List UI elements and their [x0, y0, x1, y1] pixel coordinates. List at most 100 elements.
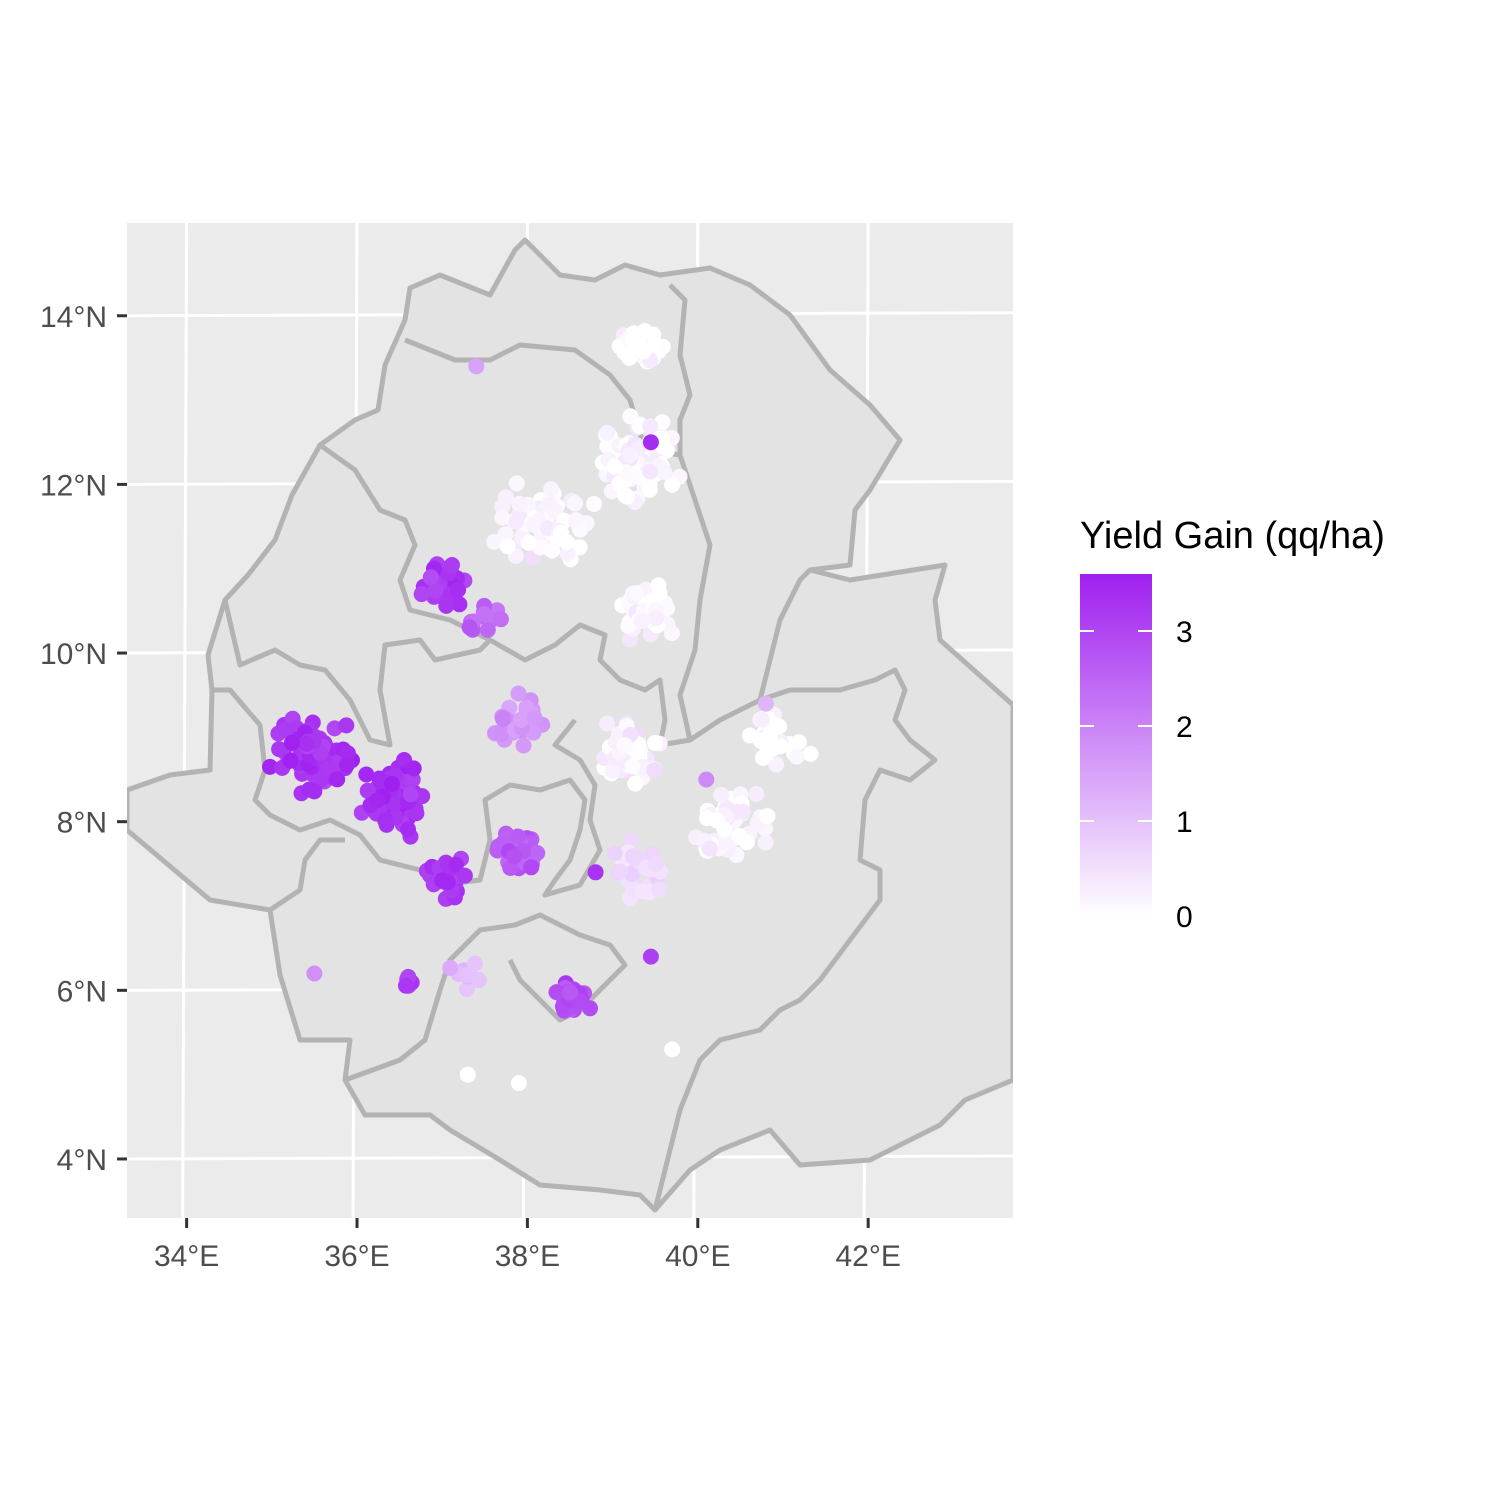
- yield-point: [358, 766, 375, 783]
- yield-point: [571, 539, 588, 556]
- yield-point: [717, 834, 734, 851]
- yield-point: [512, 711, 529, 728]
- yield-point: [444, 557, 460, 573]
- x-tick-label: 34°E: [154, 1240, 219, 1273]
- y-tick-label: 8°N: [57, 807, 107, 840]
- yield-point: [450, 581, 467, 598]
- yield-point: [529, 845, 546, 861]
- yield-point: [499, 538, 516, 555]
- yield-point: [271, 741, 288, 758]
- yield-point: [648, 610, 664, 627]
- yield-point: [398, 977, 414, 994]
- axis-ticks: [117, 314, 870, 1228]
- yield-point: [618, 488, 635, 505]
- yield-point: [427, 582, 444, 599]
- yield-point: [378, 816, 395, 833]
- yield-point: [768, 756, 785, 773]
- yield-point: [320, 761, 337, 777]
- yield-point: [459, 1066, 476, 1083]
- yield-point: [616, 737, 633, 754]
- yield-point: [312, 744, 329, 761]
- yield-point: [757, 834, 774, 851]
- legend-ticks: 0 1 2 3: [1080, 616, 1193, 934]
- x-tick-label: 38°E: [495, 1240, 560, 1273]
- yield-point: [383, 775, 400, 792]
- yield-point: [400, 821, 416, 838]
- yield-point: [486, 533, 503, 550]
- yield-point: [559, 545, 576, 562]
- yield-point: [754, 749, 771, 766]
- x-tick-label: 36°E: [324, 1240, 389, 1273]
- yield-point: [604, 762, 621, 779]
- yield-point: [626, 848, 643, 865]
- yield-point: [552, 525, 569, 541]
- yield-point: [329, 771, 346, 788]
- y-tick-label: 4°N: [57, 1144, 107, 1177]
- yield-point: [636, 323, 653, 339]
- yield-point: [339, 745, 356, 762]
- boundary-east: [652, 667, 938, 1211]
- x-axis-tick-labels: 34°E 36°E 38°E 40°E 42°E: [154, 1240, 901, 1273]
- yield-point: [494, 509, 511, 526]
- yield-point: [525, 516, 542, 533]
- yield-point: [587, 864, 604, 881]
- yield-point: [698, 771, 715, 788]
- yield-point: [606, 458, 623, 475]
- boundary-east-inner: [757, 568, 812, 701]
- yield-point: [493, 725, 510, 742]
- yield-point: [510, 1075, 527, 1092]
- yield-point: [448, 856, 464, 873]
- yield-point: [479, 621, 496, 638]
- yield-point: [646, 762, 663, 779]
- boundary-south: [344, 912, 628, 1083]
- yield-point: [510, 685, 527, 702]
- yield-point: [509, 828, 526, 845]
- x-tick-label: 40°E: [665, 1240, 730, 1273]
- yield-point: [523, 859, 540, 876]
- yield-point: [625, 331, 641, 347]
- yield-point: [306, 965, 323, 982]
- y-axis-tick-labels: 4°N 6°N 8°N 10°N 12°N 14°N: [40, 301, 107, 1177]
- yield-point: [298, 735, 315, 752]
- yield-point: [754, 711, 770, 728]
- yield-point: [606, 845, 623, 862]
- boundary-southwest: [268, 837, 345, 913]
- yield-point: [641, 481, 658, 498]
- legend-label: 0: [1176, 901, 1193, 934]
- yield-point: [622, 447, 639, 464]
- yield-point: [405, 760, 422, 777]
- yield-point: [647, 856, 664, 873]
- yield-point: [633, 613, 650, 629]
- yield-point: [566, 495, 583, 512]
- yield-point: [422, 569, 439, 586]
- yield-point: [338, 717, 355, 734]
- yield-point: [442, 959, 459, 976]
- yield-point: [402, 786, 419, 803]
- yield-point: [708, 812, 725, 829]
- yield-point: [506, 848, 522, 865]
- yield-point: [497, 526, 514, 543]
- legend-title: Yield Gain (qq/ha): [1080, 515, 1385, 557]
- yield-point: [624, 758, 641, 775]
- legend: Yield Gain (qq/ha) 0 1 2 3: [1080, 515, 1385, 934]
- yield-point: [664, 476, 681, 493]
- yield-point: [627, 585, 644, 602]
- yield-point: [282, 752, 299, 769]
- yield-point: [713, 787, 730, 803]
- yield-point: [476, 606, 493, 623]
- boundary-west: [222, 599, 492, 748]
- y-tick-label: 10°N: [40, 638, 107, 671]
- yield-point: [492, 611, 509, 628]
- legend-label: 1: [1176, 806, 1193, 839]
- yield-point: [413, 586, 430, 603]
- yield-point: [642, 418, 659, 435]
- yield-point: [369, 792, 386, 809]
- yield-point: [623, 832, 640, 849]
- yield-point: [772, 738, 789, 755]
- yield-point: [466, 955, 483, 972]
- yield-point: [599, 715, 616, 732]
- yield-point: [599, 438, 616, 455]
- yield-point: [642, 434, 659, 451]
- yield-points: [262, 323, 819, 1092]
